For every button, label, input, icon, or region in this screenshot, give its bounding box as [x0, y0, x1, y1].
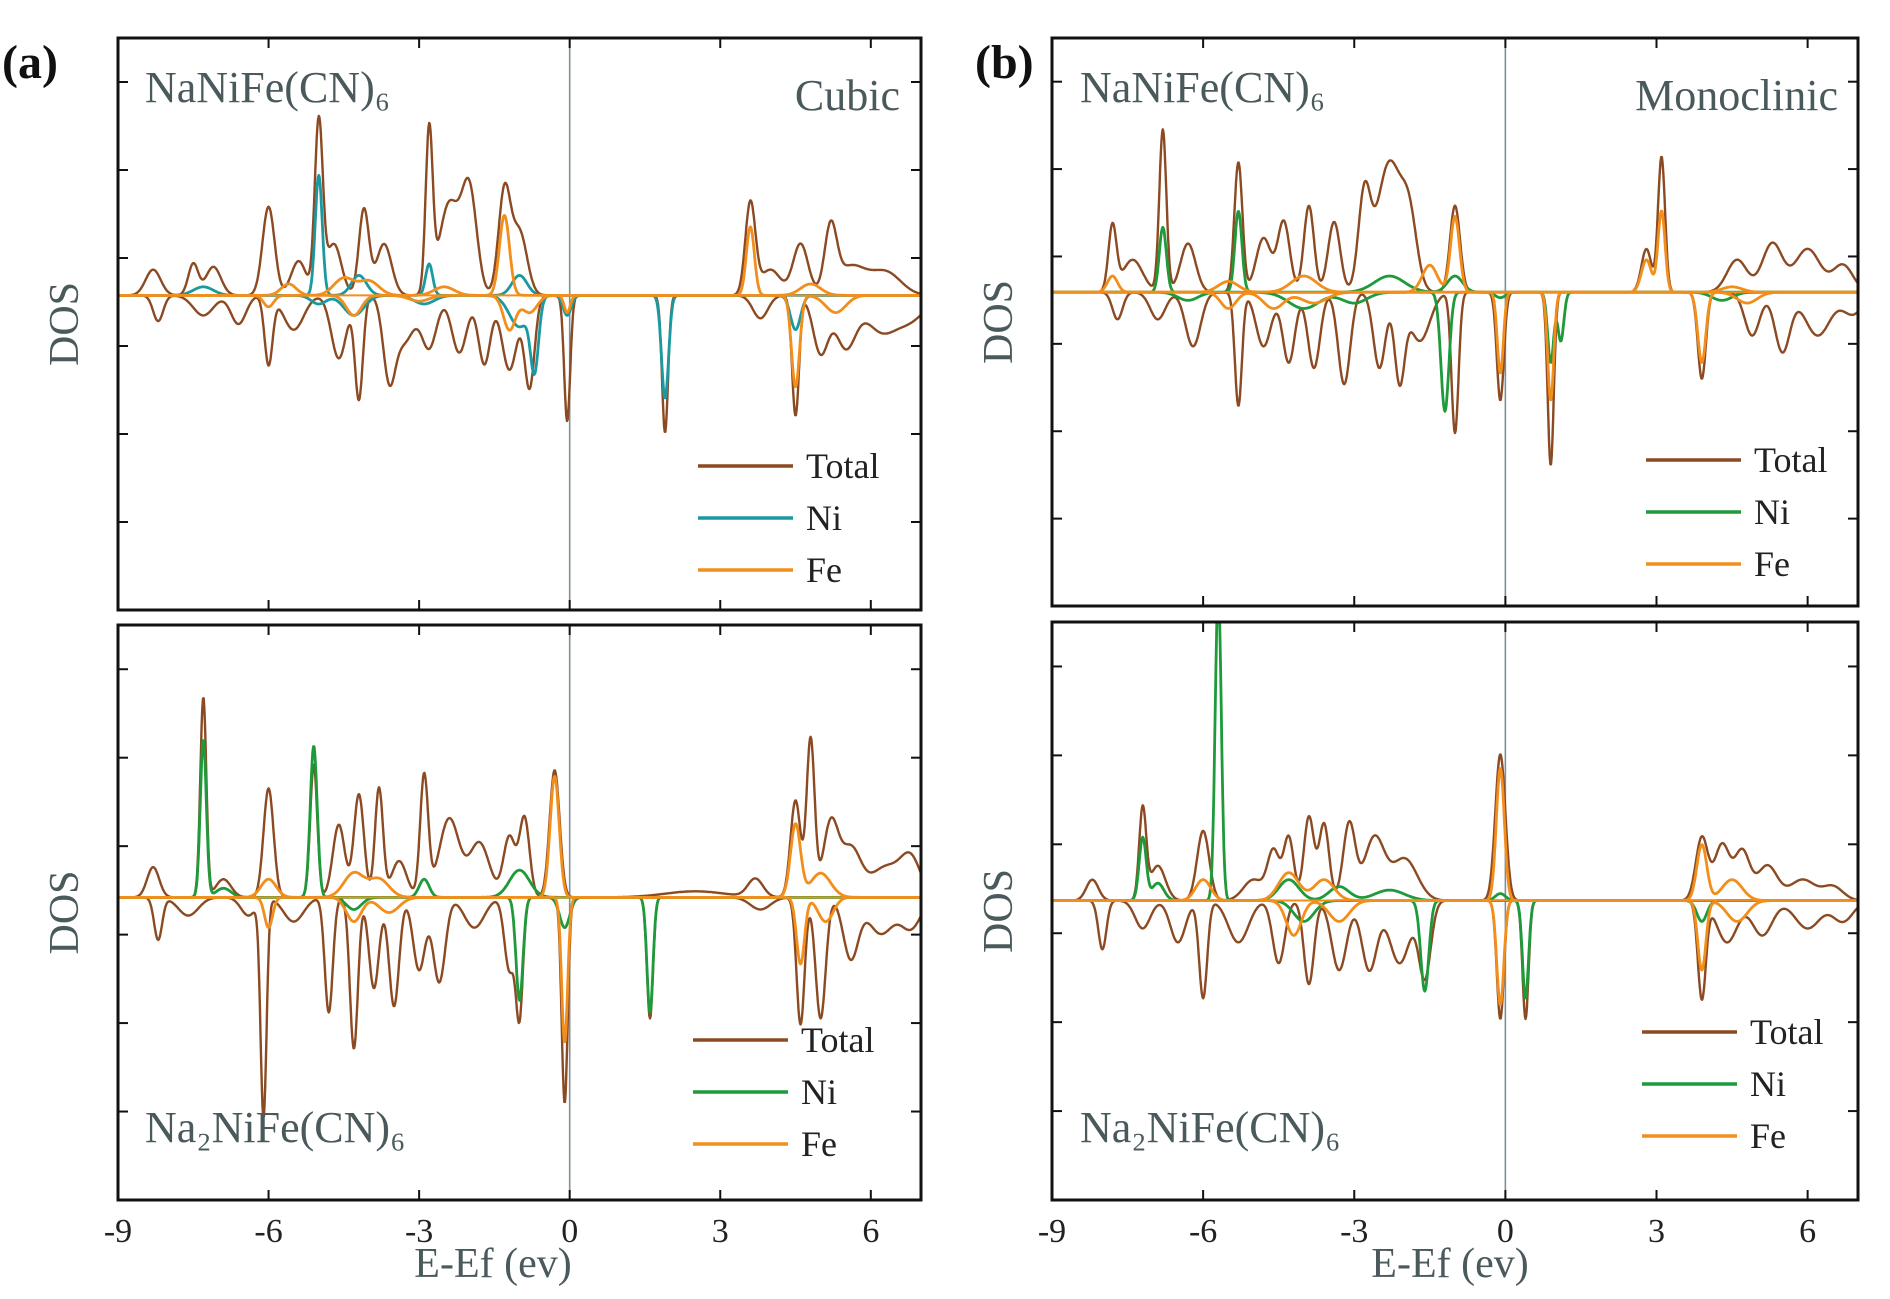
panel-tag-a: (a): [2, 36, 58, 89]
series-total-spin-up: [118, 697, 921, 899]
series-ni-spin-up: [1052, 210, 1858, 294]
x-tick-label: 0: [1497, 1213, 1514, 1250]
phase-label: Cubic: [795, 71, 900, 120]
series-fe-spin-up: [1052, 767, 1858, 902]
dos-panel: -9 -6 -3 0 3 6 DOS Na₂NiFe(CN)₆ Total Ni Fe: [976, 620, 1860, 1250]
dos-panel: DOS NaNiFe(CN)₆ Cubic Total Ni Fe: [42, 36, 923, 612]
legend-label-ni: Ni: [806, 498, 842, 538]
series-fe-spin-up: [1052, 209, 1858, 294]
x-tick-label: -3: [1340, 1213, 1368, 1250]
panel-frame: [1050, 620, 1860, 1202]
x-tick-label: 3: [1648, 1213, 1665, 1250]
x-tick-label: 0: [561, 1213, 578, 1250]
x-tick-label: -9: [104, 1213, 132, 1250]
y-axis-label: DOS: [42, 282, 88, 366]
series-total-spin-up: [118, 114, 921, 297]
series-ni-spin-down: [118, 896, 921, 1014]
x-tick-label: -6: [254, 1213, 282, 1250]
y-axis-label: DOS: [42, 870, 88, 954]
series-ni-spin-up: [118, 739, 921, 899]
dos-panel: -9 -6 -3 0 3 6 DOS Na₂NiFe(CN)₆ Total Ni Fe: [42, 623, 923, 1250]
series-total-spin-up: [1052, 753, 1858, 902]
x-axis-label-b: E-Ef (ev): [1371, 1241, 1528, 1287]
legend-label-ni: Ni: [1754, 492, 1790, 532]
phase-label: Monoclinic: [1635, 71, 1838, 120]
x-tick-label: -6: [1189, 1213, 1217, 1250]
dos-panel: DOS NaNiFe(CN)₆ Monoclinic Total Ni Fe: [976, 36, 1860, 608]
x-tick-label: 6: [1799, 1213, 1816, 1250]
panel-tag-b: (b): [975, 36, 1034, 89]
series-ni-spin-up: [118, 173, 921, 297]
panel-frame: [116, 36, 923, 612]
compound-label: Na₂NiFe(CN)₆: [145, 1103, 405, 1152]
x-axis-label-a: E-Ef (ev): [414, 1241, 571, 1287]
series-fe-spin-down: [1052, 290, 1858, 402]
series-fe-spin-down: [118, 294, 921, 388]
y-axis-label: DOS: [976, 869, 1022, 953]
compound-label: NaNiFe(CN)₆: [145, 63, 390, 112]
legend-label-ni: Ni: [1750, 1064, 1786, 1104]
series-ni-spin-down: [1052, 290, 1858, 413]
panel-frame: [116, 623, 923, 1202]
legend-label-total: Total: [801, 1020, 874, 1060]
x-tick-label: -3: [405, 1213, 433, 1250]
legend-label-fe: Fe: [801, 1124, 837, 1164]
legend-label-ni: Ni: [801, 1072, 837, 1112]
series-total-spin-down: [1052, 899, 1858, 1021]
compound-label: NaNiFe(CN)₆: [1080, 63, 1325, 112]
y-axis-label: DOS: [976, 280, 1022, 364]
series-total-spin-up: [1052, 128, 1858, 294]
legend-label-fe: Fe: [806, 550, 842, 590]
series-fe-spin-down: [1052, 899, 1858, 1006]
x-tick-label: -9: [1038, 1213, 1066, 1250]
x-tick-label: 6: [862, 1213, 879, 1250]
series-ni-spin-down: [1052, 899, 1858, 1000]
series-total-spin-down: [1052, 291, 1858, 466]
legend-label-total: Total: [1754, 440, 1827, 480]
panel-frame: [1050, 36, 1860, 608]
compound-label: Na₂NiFe(CN)₆: [1080, 1103, 1340, 1152]
legend-label-total: Total: [806, 446, 879, 486]
legend-label-fe: Fe: [1754, 544, 1790, 584]
x-tick-label: 3: [712, 1213, 729, 1250]
legend-label-fe: Fe: [1750, 1116, 1786, 1156]
legend-label-total: Total: [1750, 1012, 1823, 1052]
